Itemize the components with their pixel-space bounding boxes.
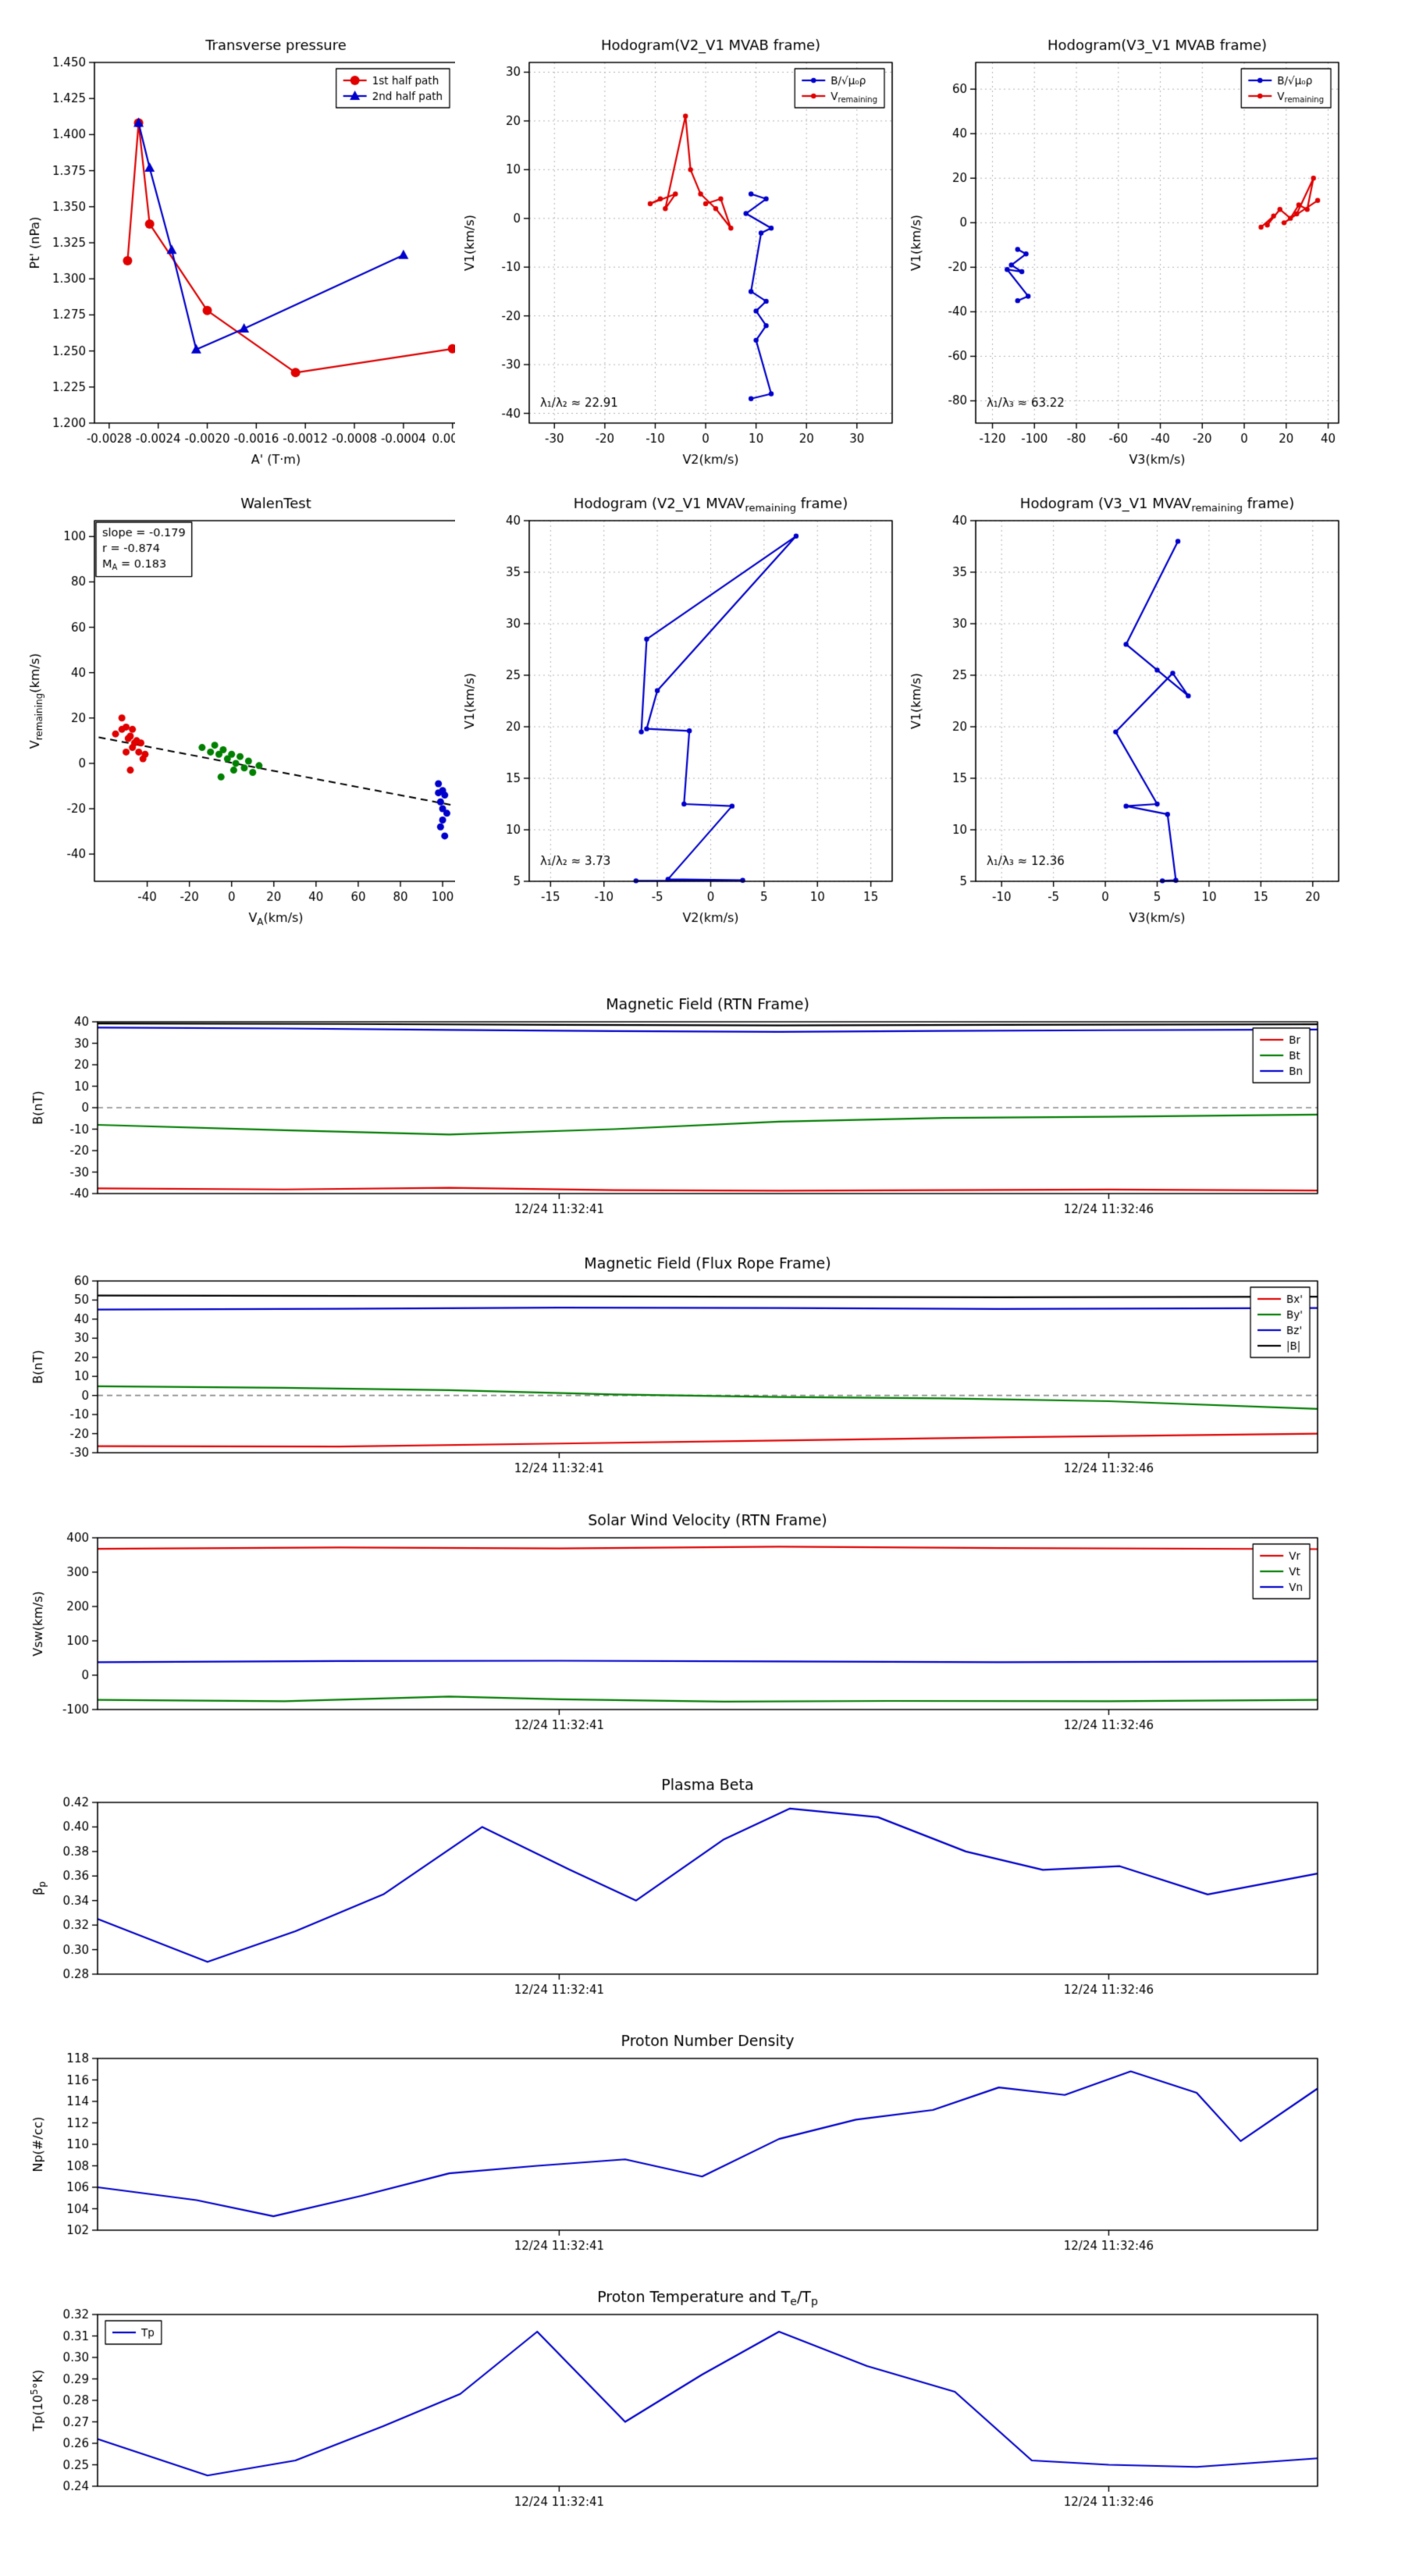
magnetic-field-fluxrope-plot [23,1246,1382,1488]
solar-wind-velocity-plot [23,1503,1382,1745]
hodogram-v3v1-mvav-plot [902,478,1354,940]
hodogram-v3v1-mvab-plot [902,20,1354,482]
proton-temperature-plot [23,2279,1382,2521]
proton-number-density-plot [23,2023,1382,2265]
hodogram-v2v1-mvav-plot [455,478,908,940]
transverse-pressure-plot [20,20,473,482]
walen-test-plot [20,478,473,940]
hodogram-v2v1-mvab-plot [455,20,908,482]
plasma-beta-plot [23,1767,1382,2009]
magnetic-field-rtn-plot [23,987,1382,1229]
